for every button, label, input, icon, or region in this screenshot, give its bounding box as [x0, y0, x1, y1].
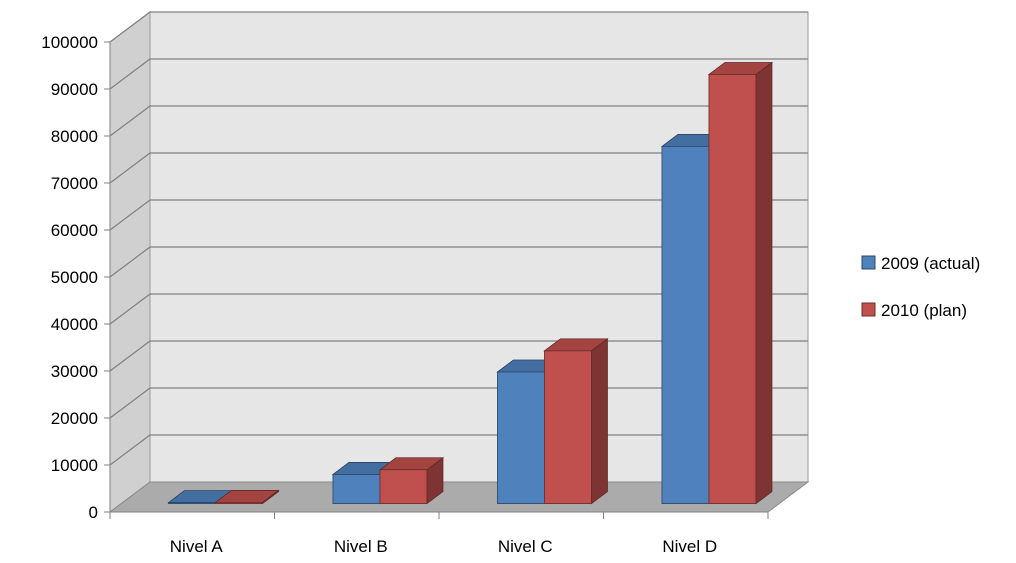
bar-2010-nivel-c	[543, 338, 609, 505]
bar-front	[332, 474, 381, 504]
gridline	[109, 246, 808, 278]
y-tick-label: 60000	[51, 221, 98, 240]
legend-label: 2010 (plan)	[881, 301, 967, 320]
bar-2010-nivel-a	[214, 489, 280, 505]
gridline	[109, 11, 808, 43]
y-tick-label: 10000	[51, 456, 98, 475]
bar-front	[497, 371, 545, 505]
y-tick-label: 0	[89, 503, 98, 522]
y-tick-label: 40000	[51, 315, 98, 334]
x-axis-tick-labels: Nivel A Nivel B Nivel C Nivel D	[170, 537, 717, 556]
y-axis-tick-labels: 0 10000 20000 30000 40000 50000 60000 70000 8000…	[41, 33, 98, 522]
gridline	[109, 199, 808, 231]
x-tick-label: Nivel A	[170, 537, 224, 556]
x-tick-label: Nivel D	[662, 537, 717, 556]
y-tick-label: 80000	[51, 127, 98, 146]
x-tick-label: Nivel B	[334, 537, 388, 556]
legend-swatch	[861, 255, 876, 270]
bar-front	[215, 502, 263, 504]
y-tick-label: 100000	[41, 33, 98, 52]
bar-side	[755, 61, 773, 505]
axes	[104, 41, 769, 519]
gridline	[109, 105, 808, 137]
y-tick-label: 90000	[51, 80, 98, 99]
bar-side	[591, 338, 608, 505]
legend-swatch	[861, 302, 876, 317]
bar-front	[661, 145, 710, 505]
bar-2010-nivel-b	[378, 456, 445, 505]
legend-label: 2009 (actual)	[881, 254, 980, 273]
bar-front	[708, 74, 757, 504]
y-tick-label: 50000	[51, 268, 98, 287]
bars	[167, 61, 774, 505]
bar-front	[168, 502, 216, 505]
y-tick-label: 30000	[51, 362, 98, 381]
bar-front	[379, 469, 428, 505]
x-tick-label: Nivel C	[498, 537, 553, 556]
legend: 2009 (actual) 2010 (plan)	[861, 254, 980, 320]
y-tick-label: 70000	[51, 174, 98, 193]
y-tick-label: 20000	[51, 409, 98, 428]
gridline	[109, 58, 808, 90]
gridline	[109, 152, 808, 184]
gridline	[109, 293, 808, 325]
bar-2010-nivel-d	[707, 61, 774, 505]
bar-front	[544, 350, 592, 505]
